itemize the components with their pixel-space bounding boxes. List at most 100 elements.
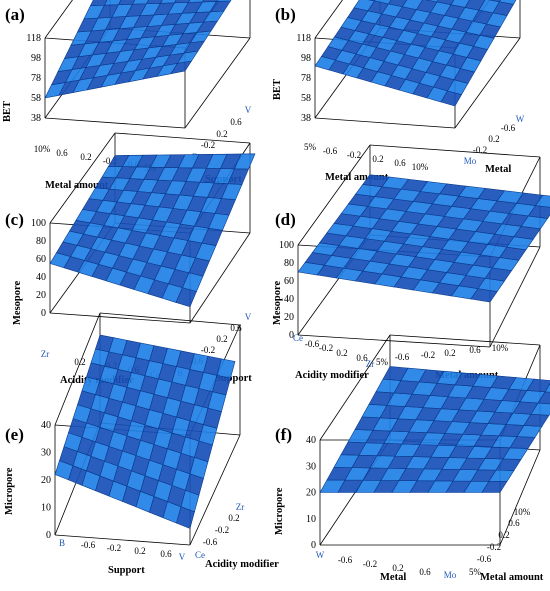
surface-cell [464, 0, 486, 11]
z-tick-label: 98 [31, 53, 41, 64]
y-tick-label: -0.2 [473, 145, 487, 155]
y-tick-label: 0.6 [356, 353, 368, 363]
panel-label: (e) [5, 425, 24, 444]
x-tick-label: V [179, 552, 186, 562]
z-tick-label: 0 [311, 540, 316, 551]
x-tick-label: B [59, 538, 65, 548]
panel-label: (c) [5, 210, 24, 229]
surface [314, 0, 517, 107]
box-edge [189, 434, 241, 546]
y-tick-label: 0.2 [498, 530, 509, 540]
z-tick-label: 98 [301, 53, 311, 64]
surface-cell [488, 0, 501, 3]
y-tick-label: 0.2 [336, 348, 347, 358]
z-axis-title: Mesopore [272, 281, 283, 325]
box-edge [454, 37, 521, 129]
z-tick-label: 118 [26, 33, 41, 44]
surface-cell [530, 402, 550, 416]
box-edge [49, 312, 191, 324]
x-tick-label: W [316, 550, 325, 560]
surface-cell [234, 153, 256, 170]
x-tick-label: 5% [376, 357, 389, 367]
surface-cell [527, 205, 550, 219]
panel-label: (b) [275, 5, 296, 24]
y-tick-label: -0.6 [501, 123, 516, 133]
surface-cell [90, 0, 108, 6]
surface [44, 0, 232, 99]
x-tick-label: 10% [492, 343, 509, 353]
z-tick-label: 38 [301, 113, 311, 124]
surface-cell [537, 391, 550, 405]
y-tick-label: -0.2 [201, 140, 215, 150]
surface-cell [187, 0, 205, 3]
x-tick-label: 0.2 [80, 152, 91, 162]
panel-label: (f) [275, 425, 292, 444]
y-tick-label: -0.2 [487, 542, 501, 552]
z-axis-title: BET [2, 101, 13, 122]
y-tick-label: 0.6 [230, 117, 242, 127]
y-tick-label: Zr [366, 359, 375, 369]
x-tick-label: 10% [34, 144, 51, 154]
box-edge [49, 132, 116, 224]
surface [319, 366, 550, 493]
surface-cell [499, 0, 517, 5]
box-edge [44, 117, 186, 129]
y-tick-label: 0.6 [508, 518, 520, 528]
y-tick-label: 0.2 [228, 513, 239, 523]
x-tick-label: 0.6 [469, 345, 481, 355]
y-tick-label: V [245, 312, 252, 322]
z-tick-label: 100 [279, 240, 294, 251]
surface [297, 174, 550, 303]
box-edge [297, 144, 371, 246]
y-tick-label: 0.2 [216, 129, 227, 139]
surface-cell [201, 0, 218, 3]
y-tick-label: -0.6 [203, 537, 218, 547]
box-edge [114, 132, 251, 144]
x-tick-label: -0.6 [395, 352, 410, 362]
box-edge [44, 0, 73, 39]
z-tick-label: 10 [41, 503, 51, 514]
box-edge [314, 0, 343, 39]
y-tick-label: W [516, 114, 525, 124]
z-tick-label: 0 [41, 308, 46, 319]
z-tick-label: 40 [284, 294, 294, 305]
x-tick-label: 0.6 [56, 148, 68, 158]
y-axis-title: Metal [485, 164, 511, 175]
z-tick-label: 40 [41, 420, 51, 431]
z-tick-label: 78 [301, 73, 311, 84]
x-tick-label: -0.2 [107, 543, 121, 553]
y-tick-label: Zr [236, 502, 245, 512]
surface-cell [388, 0, 408, 8]
y-tick-label: -0.2 [215, 525, 229, 535]
z-tick-label: 20 [284, 312, 294, 323]
y-axis-title: Metal amount [480, 572, 544, 583]
x-tick-label: 5% [304, 142, 317, 152]
z-tick-label: 0 [46, 530, 51, 541]
surface [49, 153, 256, 308]
z-tick-label: 20 [41, 475, 51, 486]
y-tick-label: -0.2 [201, 345, 215, 355]
y-axis-title: Acidity modifier [295, 370, 369, 381]
z-tick-label: 20 [36, 290, 46, 301]
surface-cell [425, 0, 439, 3]
x-tick-label: -0.2 [363, 559, 377, 569]
surface-cell [145, 0, 163, 5]
surface-cell [368, 0, 376, 2]
x-tick-label: -0.6 [323, 146, 338, 156]
surface-cell [436, 0, 455, 6]
y-tick-label: 0.2 [488, 134, 499, 144]
box-edge [314, 117, 456, 129]
x-tick-label: -0.6 [338, 555, 353, 565]
z-tick-label: 80 [284, 258, 294, 269]
z-tick-label: 100 [31, 218, 46, 229]
x-tick-label: -0.2 [103, 156, 117, 166]
y-tick-label: 0.6 [230, 323, 242, 333]
x-tick-label: 0.2 [372, 154, 383, 164]
x-tick-label: 0.2 [392, 563, 403, 573]
surface-cell [402, 0, 423, 10]
box-edge [99, 312, 241, 326]
y-axis-title: Support [215, 373, 252, 384]
